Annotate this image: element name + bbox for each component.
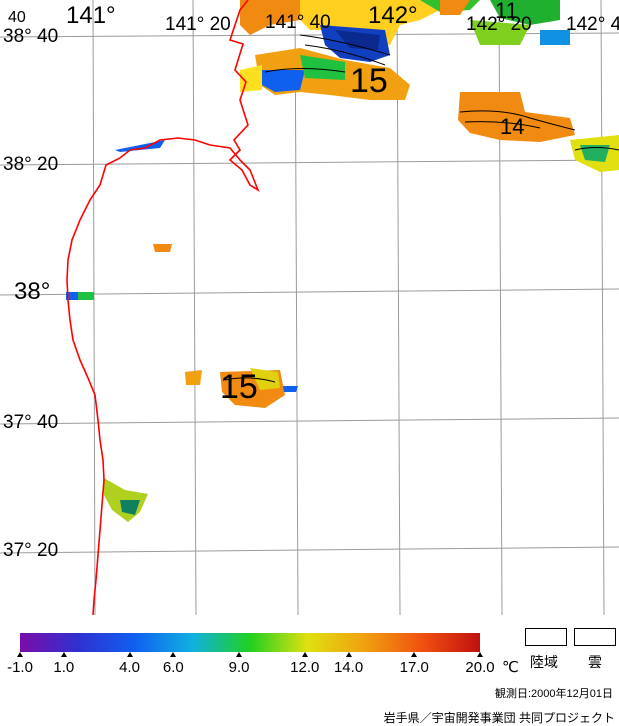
cloud-label: 雲 — [588, 654, 602, 670]
credits: 岩手県／宇宙開発事業団 共同プロジェクト — [383, 711, 615, 725]
colorbar-tick-label: 4.0 — [119, 659, 140, 676]
sst-map: 15 14 11 15 40 141° 141° 20 141° 40 142°… — [0, 0, 619, 616]
contour-label-north: 15 — [350, 62, 388, 100]
colorbar-tick-label: 14.0 — [333, 659, 364, 676]
contour-label-east: 14 — [500, 114, 524, 139]
coastline — [66, 0, 260, 616]
colorbar-tick-mark — [301, 652, 308, 657]
land-swatch — [525, 628, 567, 646]
colorbar-tick-label: 20.0 — [465, 659, 495, 676]
colorbar-tick-mark — [126, 652, 133, 657]
lon-label-141-40: 141° 40 — [265, 12, 331, 33]
colorbar-tick-label: 1.0 — [53, 659, 75, 676]
colorbar-tick-mark — [345, 652, 352, 657]
land-label: 陸域 — [530, 654, 558, 670]
lon-label-142-20: 142° 20 — [466, 14, 532, 35]
colorbar-tick-label: 9.0 — [228, 659, 250, 676]
colorbar-tick-mark — [17, 652, 23, 657]
colorbar-tick-mark — [170, 652, 177, 657]
lon-label-141-20: 141° 20 — [165, 14, 231, 35]
lat-label-38: 38° — [14, 278, 51, 305]
colorbar-tick-label: 17.0 — [399, 659, 429, 676]
lon-label-142: 142° — [368, 2, 418, 29]
colorbar-tick-label: -1.0 — [7, 659, 33, 676]
unit-label: ℃ — [502, 659, 519, 676]
graticule — [0, 0, 619, 616]
colorbar-tick-mark — [477, 652, 483, 657]
legend: -1.0 1.0 4.0 6.0 9.0 12.0 14.0 17.0 20.0 ℃ 陸域 雲 … — [0, 615, 619, 725]
sst-patches — [66, 0, 619, 522]
colorbar-tick-label: 12.0 — [290, 659, 320, 676]
map-canvas: 15 14 11 15 — [0, 0, 619, 616]
lat-label-38-20: 38° 20 — [3, 154, 59, 175]
lat-label-37-40: 37° 40 — [3, 412, 59, 433]
colorbar-tick-label: 6.0 — [162, 659, 184, 676]
corner-label: 40 — [8, 9, 26, 26]
colorbar-tick-mark — [411, 652, 418, 657]
observation-date: 観測日:2000年12月01日 — [495, 688, 613, 700]
temperature-colorbar — [20, 633, 480, 652]
lat-label-37-20: 37° 20 — [3, 540, 59, 561]
colorbar-tick-mark — [236, 652, 243, 657]
contour-label-ne: 11 — [495, 0, 518, 23]
lon-label-142-40: 142° 4 — [566, 14, 619, 35]
cloud-swatch — [574, 628, 616, 646]
lon-label-141: 141° — [66, 2, 116, 29]
lat-label-38-40: 38° 40 — [3, 26, 59, 47]
contour-label-south: 15 — [220, 368, 258, 406]
colorbar-tick-mark — [60, 652, 67, 657]
contour-lines — [224, 34, 619, 383]
